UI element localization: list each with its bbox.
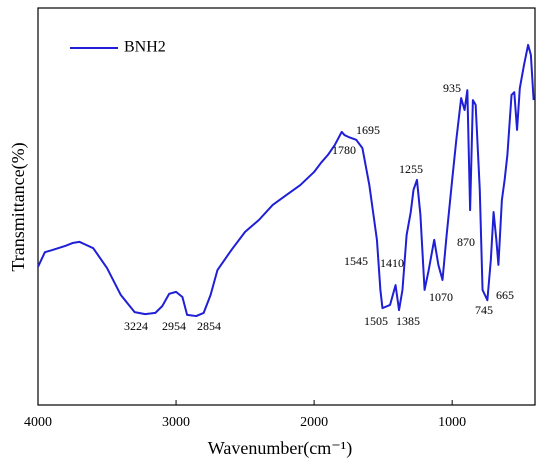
- legend-label: BNH2: [124, 39, 166, 56]
- annotation: 1385: [396, 314, 420, 328]
- x-tick-label: 4000: [24, 415, 52, 430]
- annotation: 1410: [380, 256, 404, 270]
- annotation: 1505: [364, 314, 388, 328]
- annotation: 870: [457, 235, 475, 249]
- x-tick-label: 3000: [162, 415, 190, 430]
- x-tick-label: 2000: [300, 415, 328, 430]
- annotation: 3224: [124, 319, 148, 333]
- annotation: 2954: [162, 319, 186, 333]
- y-axis-label: Transmittance(%): [8, 142, 29, 271]
- annotation: 1255: [399, 162, 423, 176]
- annotation: 1070: [429, 290, 453, 304]
- annotation: 2854: [197, 319, 221, 333]
- x-tick-label: 1000: [438, 415, 466, 430]
- annotation: 1780: [332, 143, 356, 157]
- annotation: 935: [443, 81, 461, 95]
- annotation: 1695: [356, 123, 380, 137]
- plot-frame: [37, 7, 536, 406]
- annotation: 1545: [344, 254, 368, 268]
- x-axis-label: Wavenumber(cm⁻¹): [208, 438, 352, 459]
- annotation: 745: [475, 303, 493, 317]
- annotation: 665: [496, 288, 514, 302]
- data-line: [37, 43, 535, 318]
